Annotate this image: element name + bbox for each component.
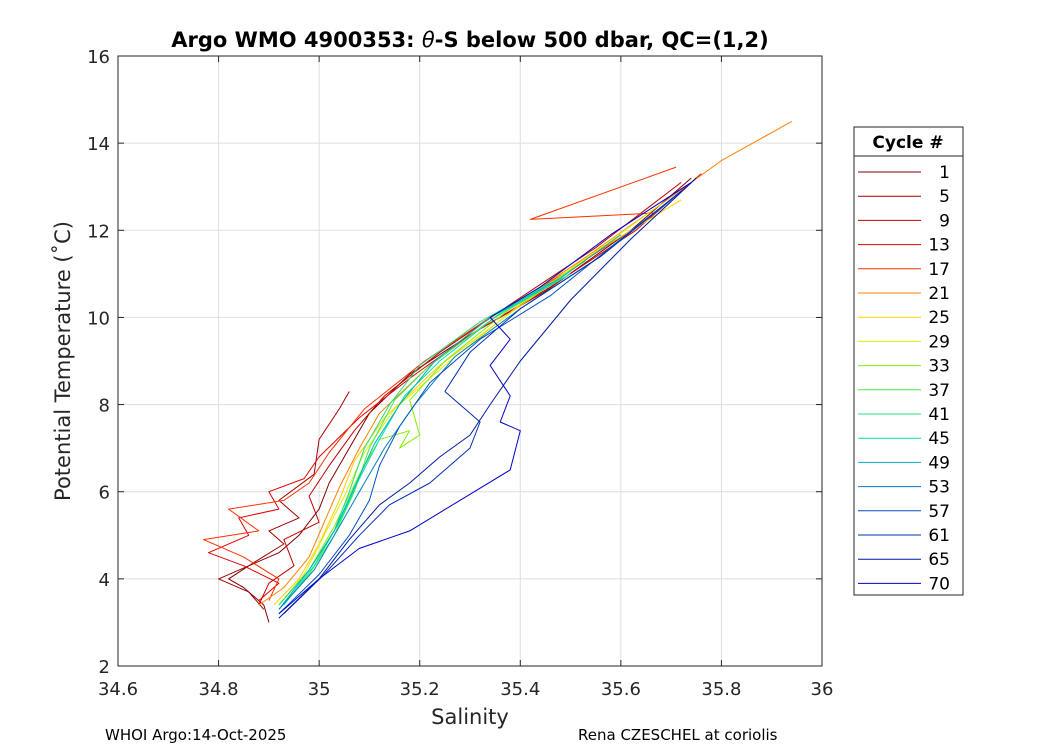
footer-right: Rena CZESCHEL at coriolis [578, 726, 778, 744]
legend-label: 61 [928, 526, 950, 546]
series-line-cycle-29 [278, 203, 662, 606]
legend-label: 41 [928, 405, 950, 425]
y-tick-label: 8 [99, 396, 110, 417]
legend-label: 49 [928, 453, 950, 473]
y-tick-label: 10 [87, 308, 110, 329]
legend-label: 13 [928, 236, 950, 256]
series-line-cycle-70 [278, 181, 692, 615]
y-tick-label: 2 [99, 657, 110, 678]
series-line-cycle-33 [278, 260, 586, 606]
chart-title-prefix: Argo WMO 4900353: [171, 28, 422, 52]
series-line-cycle-61 [283, 190, 682, 615]
chart-title-suffix: -S below 500 dbar, QC=(1,2) [435, 28, 769, 52]
series-line-cycle-1 [228, 177, 692, 623]
x-tick-label: 35.6 [601, 679, 641, 700]
y-tick-label: 16 [87, 47, 110, 68]
series-line-cycle-65 [278, 177, 697, 619]
legend-label: 29 [928, 332, 950, 352]
axis-ticks: 34.6 34.8 35 35.2 35.4 35.6 35.8 36 2 4 6 8 10 12 14 16 [87, 47, 833, 700]
series-line-cycle-13 [208, 173, 702, 601]
legend-label: 1 [939, 163, 950, 183]
legend: Cycle # 1 5 9 13 17 21 25 29 33 37 41 45 49 53 57 61 65 7… [853, 126, 964, 596]
legend-label: 25 [928, 308, 950, 328]
legend-entries: 1 5 9 13 17 21 25 29 33 37 41 45 49 53 57 61 65 70 [858, 163, 950, 594]
legend-label: 70 [928, 574, 950, 594]
theta-symbol: θ [422, 28, 435, 52]
series-line-cycle-37 [278, 273, 571, 610]
axes-box [117, 55, 823, 667]
series-line-cycle-57 [278, 190, 682, 615]
plot-area: 34.6 34.8 35 35.2 35.4 35.6 35.8 36 2 4 6 8 10 12 14 16 [87, 47, 833, 700]
x-tick-label: 35 [308, 679, 331, 700]
series-lines [203, 120, 793, 623]
plot-background [118, 56, 822, 666]
series-line-cycle-9 [258, 182, 682, 606]
y-axis-label: Potential Temperature (˚C) [51, 221, 75, 501]
x-tick-label: 34.6 [98, 679, 138, 700]
footer-left: WHOI Argo:14-Oct-2025 [105, 726, 286, 744]
legend-label: 45 [928, 429, 950, 449]
legend-label: 53 [928, 478, 950, 498]
x-axis-label: Salinity [431, 705, 509, 729]
series-line-cycle-45 [283, 273, 571, 606]
legend-box [853, 126, 964, 596]
legend-title: Cycle # [872, 133, 943, 153]
y-tick-label: 6 [99, 483, 110, 504]
x-tick-label: 34.8 [199, 679, 239, 700]
legend-label: 21 [928, 284, 950, 304]
legend-label: 65 [928, 550, 950, 570]
legend-label: 57 [928, 502, 950, 522]
series-line-cycle-49 [278, 234, 622, 610]
y-tick-label: 14 [87, 134, 110, 155]
legend-label: 17 [928, 260, 950, 280]
chart-title: Argo WMO 4900353: θ-S below 500 dbar, QC… [171, 28, 768, 52]
legend-label: 9 [939, 211, 950, 231]
x-tick-label: 35.2 [400, 679, 440, 700]
x-tick-label: 35.4 [500, 679, 540, 700]
legend-label: 37 [928, 381, 950, 401]
x-tick-label: 36 [811, 679, 834, 700]
series-line-cycle-5 [218, 391, 350, 610]
legend-label: 5 [939, 187, 950, 207]
y-tick-label: 12 [87, 221, 110, 242]
x-tick-label: 35.8 [701, 679, 741, 700]
legend-label: 33 [928, 357, 950, 377]
y-tick-label: 4 [99, 570, 110, 591]
